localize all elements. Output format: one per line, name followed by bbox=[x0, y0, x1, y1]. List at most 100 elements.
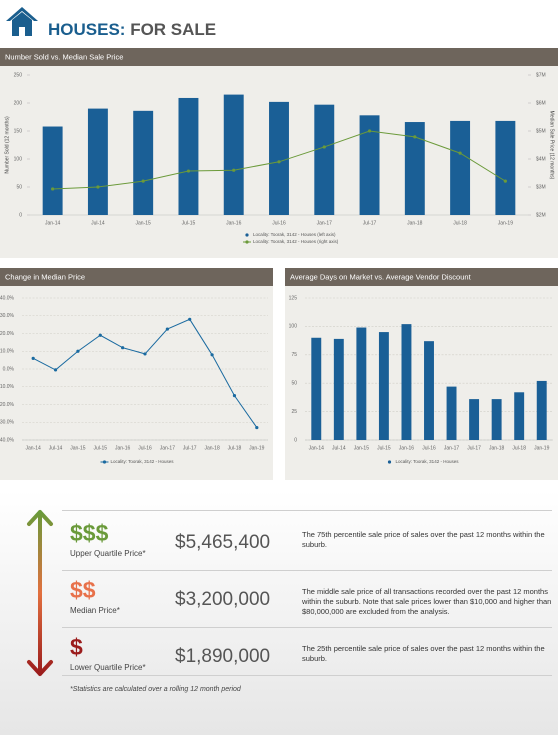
y-tick-label: -20.0% bbox=[0, 402, 15, 408]
bar bbox=[469, 399, 480, 440]
point bbox=[31, 356, 35, 360]
x-tick-label: Jul-14 bbox=[91, 220, 105, 226]
point bbox=[413, 135, 417, 139]
panel-header bbox=[285, 268, 558, 286]
point bbox=[186, 169, 191, 173]
bar bbox=[424, 341, 434, 440]
x-tick-label: Jul-16 bbox=[138, 445, 152, 451]
x-tick-label: Jul-17 bbox=[363, 220, 377, 226]
x-tick-label: Jan-17 bbox=[317, 220, 333, 226]
point bbox=[143, 352, 147, 356]
y-tick-label: -10.0% bbox=[0, 384, 15, 390]
x-tick-label: Jul-18 bbox=[512, 445, 526, 451]
x-tick-label: Jan-19 bbox=[249, 445, 265, 451]
point bbox=[367, 129, 372, 133]
quartile-description: The 25th percentile sale price of sales … bbox=[302, 644, 545, 663]
x-tick-label: Jan-15 bbox=[354, 445, 370, 451]
title-main: HOUSES: bbox=[48, 20, 126, 39]
y2-tick-label: $2M bbox=[536, 212, 546, 218]
x-tick-label: Jul-16 bbox=[272, 220, 286, 226]
x-tick-label: Jul-15 bbox=[182, 220, 196, 226]
chart-panel: Change in Median Price -40.0% -30.0% -20.0%… bbox=[0, 268, 273, 480]
chart-title: Number Sold vs. Median Sale Price bbox=[5, 52, 123, 61]
price-symbol: $$$ bbox=[70, 520, 109, 546]
bar bbox=[491, 399, 502, 440]
quartile-value: $1,890,000 bbox=[175, 646, 271, 667]
separator bbox=[62, 627, 552, 628]
house-icon bbox=[6, 7, 38, 36]
y-tick-label: 20.0% bbox=[0, 331, 15, 337]
bar bbox=[404, 122, 425, 215]
point bbox=[232, 394, 237, 398]
point bbox=[188, 317, 192, 321]
quartile-description: The 75th percentile sale price of sales … bbox=[302, 530, 545, 549]
x-tick-label: Jul-18 bbox=[453, 220, 467, 226]
y-tick-label: 0 bbox=[19, 212, 22, 218]
panel-header bbox=[0, 48, 558, 66]
price-symbol: $$ bbox=[70, 577, 96, 603]
y-tick-label: 30.0% bbox=[0, 313, 15, 319]
y-tick-label: 40.0% bbox=[0, 295, 15, 301]
y-tick-label: 10.0% bbox=[0, 349, 15, 355]
y2-tick-label: $6M bbox=[536, 100, 546, 106]
point bbox=[76, 349, 80, 353]
bar bbox=[314, 104, 335, 215]
chart-panel: Number Sold vs. Median Sale Price 0 50 100 1… bbox=[0, 48, 558, 258]
y-tick-label: 75 bbox=[291, 352, 297, 358]
panel-bg bbox=[285, 268, 558, 480]
panel-bg bbox=[0, 268, 273, 480]
y-tick-label: 0.0% bbox=[3, 366, 15, 372]
y-tick-label: 25 bbox=[291, 409, 297, 415]
range-arrow bbox=[27, 510, 53, 676]
point bbox=[255, 425, 259, 430]
bar bbox=[514, 392, 525, 440]
quartile-label: Median Price* bbox=[70, 606, 120, 615]
bar bbox=[495, 120, 516, 215]
point bbox=[503, 179, 507, 183]
x-tick-label: Jul-15 bbox=[93, 445, 107, 451]
bar bbox=[87, 108, 108, 215]
y-tick-label: 50 bbox=[16, 184, 22, 190]
y-tick-label: 0 bbox=[294, 437, 297, 443]
x-tick-label: Jul-14 bbox=[332, 445, 346, 451]
bar bbox=[401, 324, 412, 440]
bar bbox=[269, 101, 289, 215]
x-tick-label: Jan-14 bbox=[45, 220, 61, 226]
bar bbox=[446, 386, 457, 440]
x-tick-label: Jan-16 bbox=[399, 445, 415, 451]
x-tick-label: Jan-18 bbox=[489, 445, 505, 451]
point bbox=[51, 187, 55, 191]
y2-tick-label: $4M bbox=[536, 156, 546, 162]
quartile-description: The middle sale price of all transaction… bbox=[302, 587, 552, 616]
y2-tick-label: $7M bbox=[536, 72, 546, 78]
price-symbol: $ bbox=[70, 634, 83, 660]
point bbox=[98, 333, 102, 337]
point bbox=[277, 160, 281, 164]
bar bbox=[311, 337, 322, 440]
point bbox=[165, 327, 169, 331]
chart-title: Average Days on Market vs. Average Vendo… bbox=[290, 272, 472, 281]
quartile-section: $$$ Upper Quartile Price* $5,465,400 The 75… bbox=[0, 490, 558, 735]
x-tick-label: Jul-16 bbox=[422, 445, 436, 451]
separator bbox=[62, 570, 552, 571]
legend-swatch bbox=[102, 460, 107, 464]
panel-header bbox=[0, 268, 273, 286]
quartile-label: Lower Quartile Price* bbox=[70, 663, 146, 672]
y-tick-label: 100 bbox=[14, 156, 23, 162]
y-tick-label: -40.0% bbox=[0, 437, 15, 443]
x-tick-label: Jan-16 bbox=[226, 220, 242, 226]
x-tick-label: Jan-17 bbox=[160, 445, 176, 451]
x-tick-label: Jan-19 bbox=[534, 445, 550, 451]
chart-title: Change in Median Price bbox=[5, 272, 85, 281]
bar bbox=[378, 332, 389, 440]
x-tick-label: Jul-15 bbox=[377, 445, 391, 451]
bar bbox=[356, 327, 367, 440]
x-tick-label: Jul-18 bbox=[228, 445, 242, 451]
quartile-value: $3,200,000 bbox=[175, 589, 271, 610]
x-tick-label: Jan-16 bbox=[115, 445, 131, 451]
point bbox=[53, 368, 58, 372]
y-tick-label: -30.0% bbox=[0, 420, 15, 426]
point bbox=[96, 185, 100, 189]
x-tick-label: Jan-14 bbox=[309, 445, 325, 451]
